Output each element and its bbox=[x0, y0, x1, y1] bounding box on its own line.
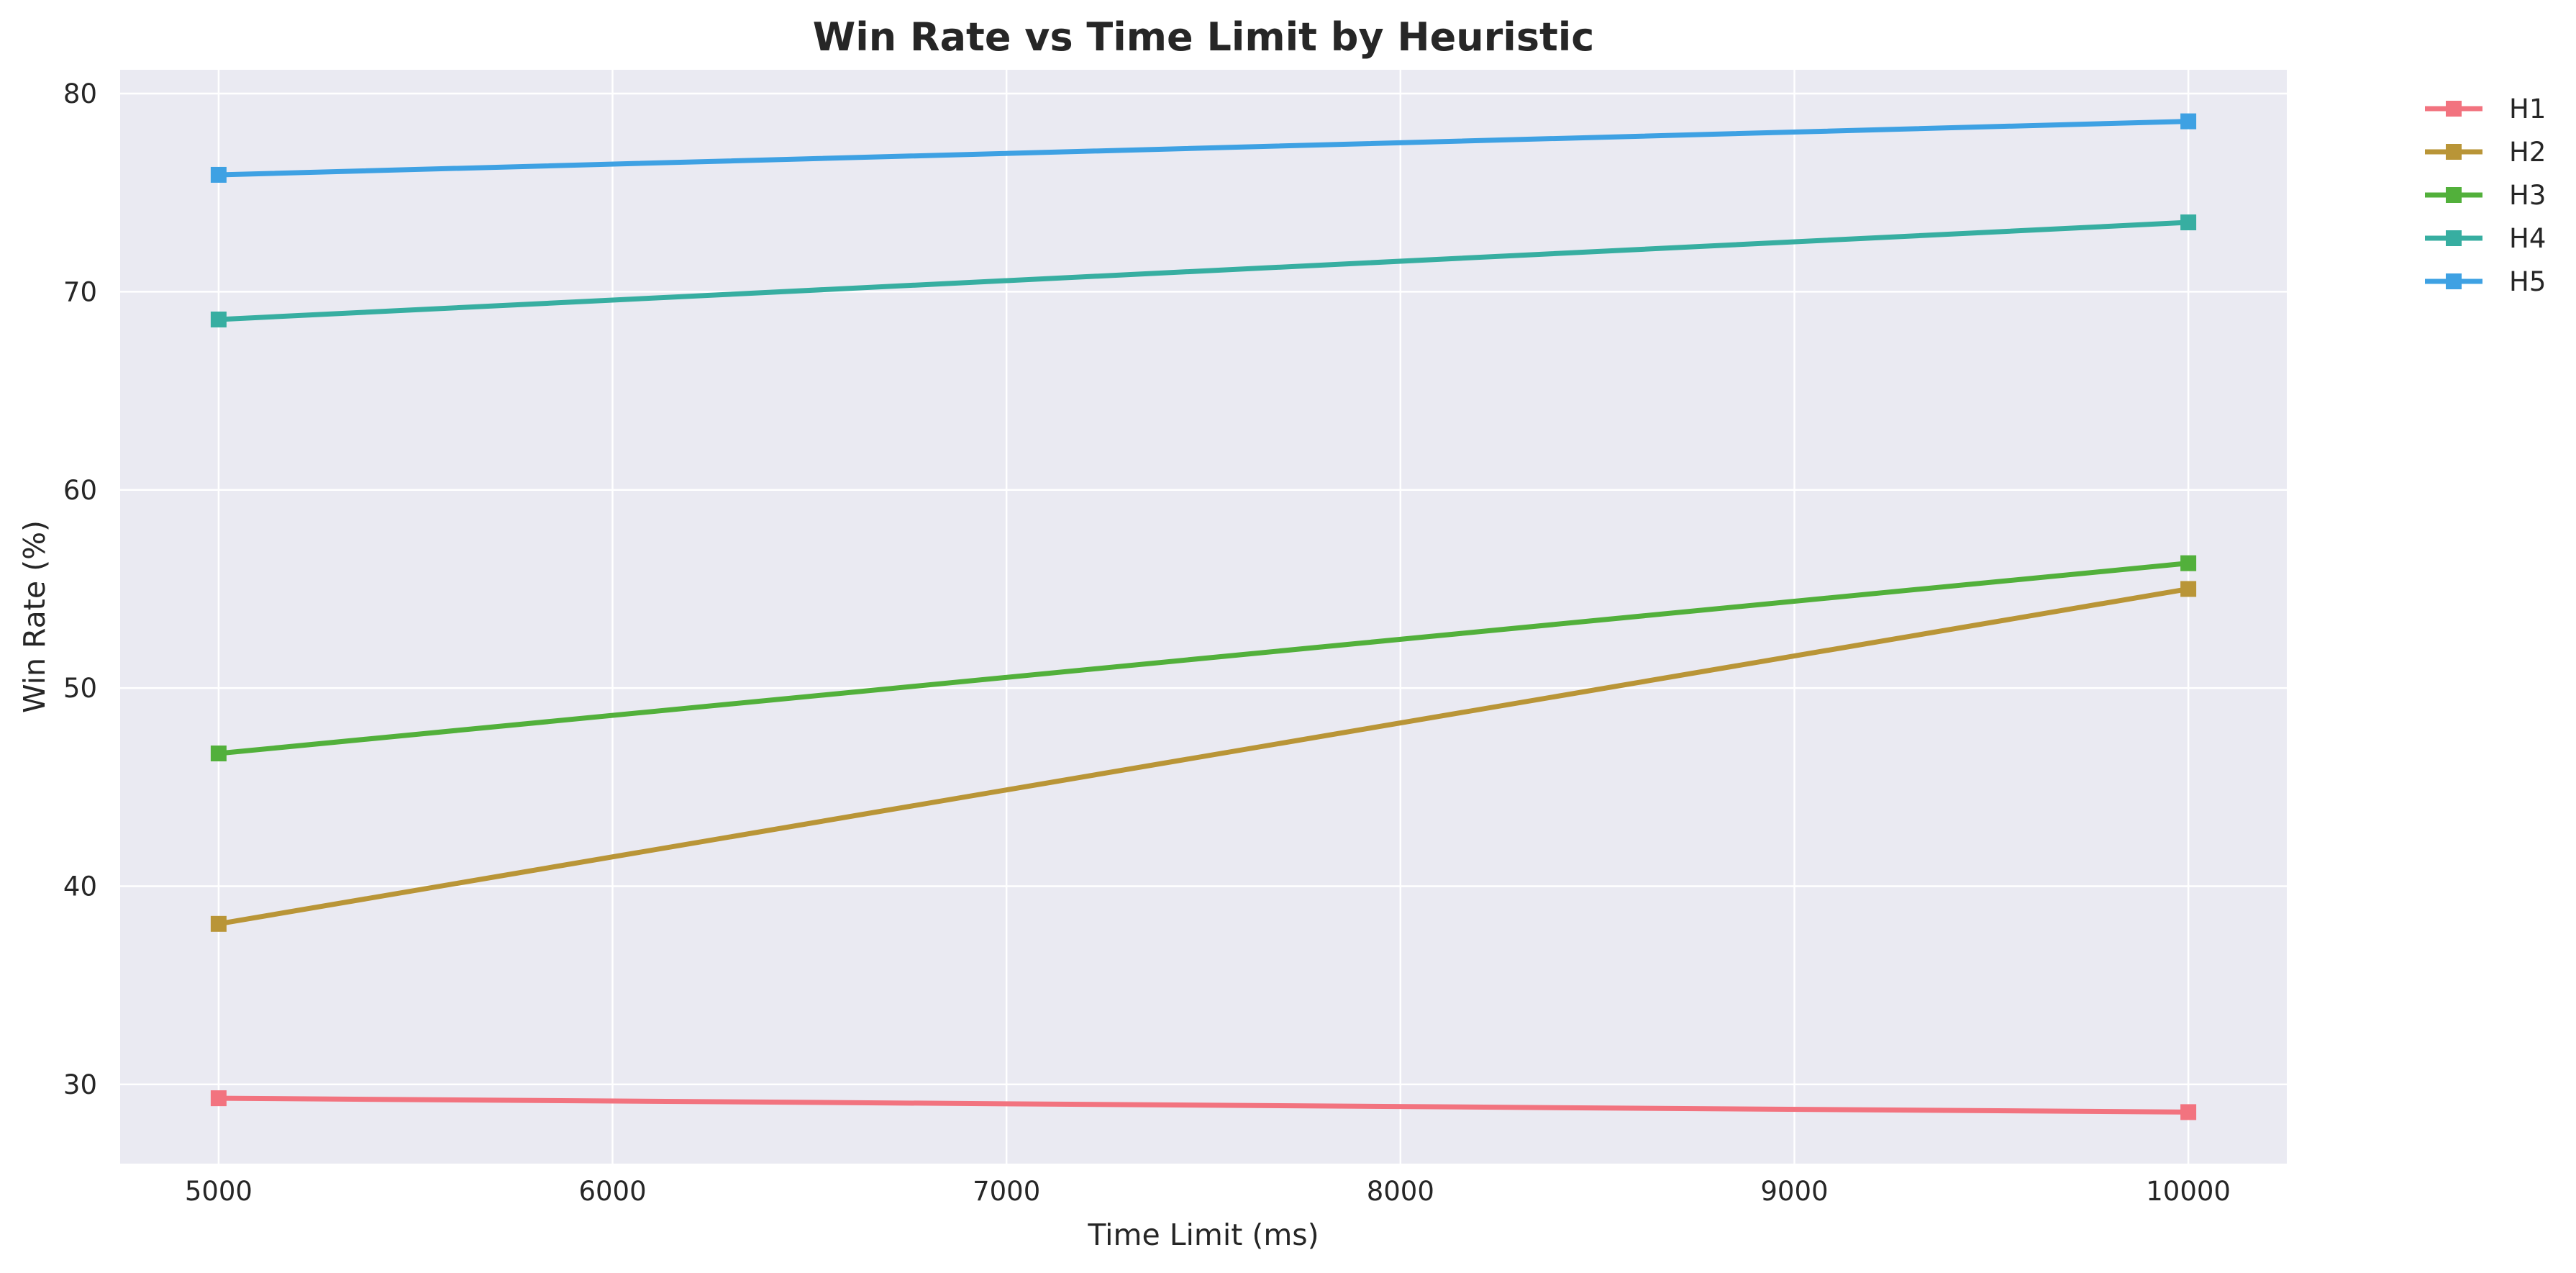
x-tick-label: 9000 bbox=[1760, 1176, 1828, 1207]
legend-marker bbox=[2446, 187, 2462, 203]
data-point-marker bbox=[210, 1090, 227, 1107]
legend-item-h2: H2 bbox=[2425, 137, 2546, 168]
x-tick-label: 7000 bbox=[973, 1176, 1040, 1207]
series-line bbox=[216, 119, 2191, 178]
series-h1 bbox=[210, 1090, 2197, 1120]
grid-lines bbox=[120, 70, 2287, 1164]
x-tick-label: 10000 bbox=[2146, 1176, 2231, 1207]
legend-label: H4 bbox=[2509, 223, 2546, 254]
series-layer bbox=[210, 113, 2197, 1120]
legend-label: H3 bbox=[2509, 180, 2546, 211]
legend-marker bbox=[2446, 273, 2462, 289]
legend-marker bbox=[2446, 230, 2462, 246]
series-h2 bbox=[210, 581, 2197, 932]
legend: H1 H2 H3 H4 H5 bbox=[2425, 94, 2546, 297]
y-axis-ticks: 30 40 50 60 70 80 bbox=[63, 78, 97, 1100]
y-tick-label: 50 bbox=[63, 673, 97, 704]
data-point-marker bbox=[2180, 214, 2197, 231]
data-point-marker bbox=[2180, 113, 2197, 130]
y-tick-label: 80 bbox=[63, 78, 97, 109]
y-tick-label: 60 bbox=[63, 475, 97, 506]
chart-title: Win Rate vs Time Limit by Heuristic bbox=[813, 14, 1595, 60]
legend-label: H2 bbox=[2509, 137, 2546, 168]
series-h5 bbox=[210, 113, 2197, 183]
series-line bbox=[216, 1095, 2191, 1115]
y-tick-label: 70 bbox=[63, 276, 97, 307]
legend-marker bbox=[2446, 101, 2462, 117]
data-point-marker bbox=[210, 915, 227, 932]
series-line bbox=[216, 561, 2191, 756]
x-axis-label: Time Limit (ms) bbox=[1087, 1218, 1319, 1252]
data-point-marker bbox=[2180, 555, 2197, 571]
x-tick-label: 8000 bbox=[1367, 1176, 1434, 1207]
x-tick-label: 6000 bbox=[578, 1176, 646, 1207]
legend-item-h1: H1 bbox=[2425, 94, 2546, 124]
legend-item-h4: H4 bbox=[2425, 223, 2546, 254]
y-tick-label: 40 bbox=[63, 871, 97, 902]
data-point-marker bbox=[210, 166, 227, 183]
series-h3 bbox=[210, 555, 2197, 761]
series-line bbox=[216, 219, 2191, 322]
plot-area bbox=[120, 70, 2287, 1164]
legend-label: H5 bbox=[2509, 266, 2546, 297]
data-point-marker bbox=[210, 746, 227, 761]
y-tick-label: 30 bbox=[63, 1069, 97, 1100]
data-point-marker bbox=[210, 311, 227, 327]
data-point-marker bbox=[2180, 581, 2197, 597]
legend-marker bbox=[2446, 144, 2462, 160]
data-point-marker bbox=[2180, 1104, 2197, 1120]
y-axis-label: Win Rate (%) bbox=[17, 520, 52, 713]
series-line bbox=[216, 586, 2191, 927]
legend-label: H1 bbox=[2509, 94, 2546, 124]
x-tick-label: 5000 bbox=[185, 1176, 252, 1207]
legend-item-h3: H3 bbox=[2425, 180, 2546, 211]
legend-item-h5: H5 bbox=[2425, 266, 2546, 297]
x-axis-ticks: 5000 6000 7000 8000 9000 10000 bbox=[185, 1176, 2231, 1207]
series-h4 bbox=[210, 214, 2197, 327]
